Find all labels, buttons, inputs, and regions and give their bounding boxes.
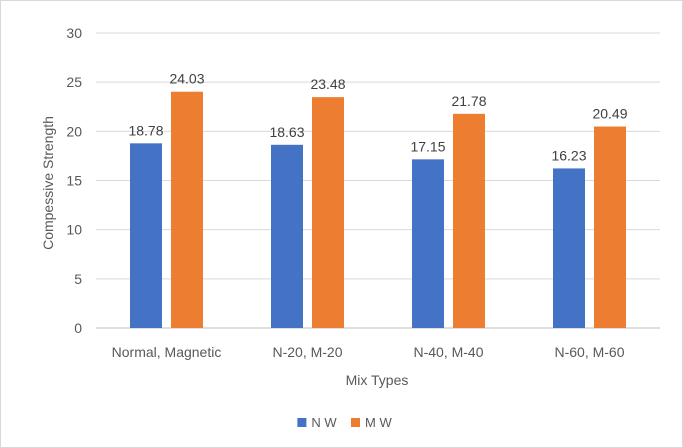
x-tick-label: N-40, M-40 bbox=[413, 344, 483, 360]
bars bbox=[130, 91, 626, 328]
bar-m-w bbox=[312, 97, 344, 328]
data-label: 20.49 bbox=[592, 106, 627, 122]
data-labels: 18.78 24.03 18.63 23.48 17.15 21.78 16.23 20.49 bbox=[128, 71, 627, 164]
data-label: 24.03 bbox=[169, 71, 204, 87]
y-axis-ticks: 0 5 10 15 20 25 30 bbox=[66, 25, 82, 336]
y-tick-label: 15 bbox=[66, 173, 82, 189]
x-tick-label: N-20, M-20 bbox=[272, 344, 342, 360]
data-label: 21.78 bbox=[451, 93, 486, 109]
x-axis-title: Mix Types bbox=[346, 372, 409, 388]
bar-n-w bbox=[412, 159, 444, 328]
data-label: 18.63 bbox=[269, 124, 304, 140]
y-tick-label: 0 bbox=[74, 320, 82, 336]
data-label: 18.78 bbox=[128, 122, 163, 138]
x-axis-ticks: Normal, Magnetic N-20, M-20 N-40, M-40 N-60… bbox=[112, 344, 625, 360]
legend-swatch bbox=[351, 418, 360, 427]
y-tick-label: 10 bbox=[66, 222, 82, 238]
y-tick-label: 5 bbox=[74, 271, 82, 287]
y-tick-label: 25 bbox=[66, 74, 82, 90]
legend-swatch bbox=[297, 418, 307, 427]
legend-label: N W bbox=[311, 415, 337, 430]
bar-m-w bbox=[453, 113, 485, 328]
x-tick-label: N-60, M-60 bbox=[554, 344, 624, 360]
data-label: 23.48 bbox=[310, 76, 345, 92]
bar-m-w bbox=[171, 91, 203, 328]
bar-n-w bbox=[271, 144, 303, 328]
legend-label: M W bbox=[365, 415, 392, 430]
y-tick-label: 30 bbox=[66, 25, 82, 41]
data-label: 17.15 bbox=[410, 138, 445, 154]
bar-m-w bbox=[594, 126, 626, 328]
y-tick-label: 20 bbox=[66, 123, 82, 139]
data-label: 16.23 bbox=[551, 147, 586, 163]
bar-n-w bbox=[553, 168, 585, 328]
y-axis-title: Compessive Strength bbox=[40, 116, 56, 250]
bar-n-w bbox=[130, 143, 162, 328]
x-tick-label: Normal, Magnetic bbox=[112, 344, 222, 360]
